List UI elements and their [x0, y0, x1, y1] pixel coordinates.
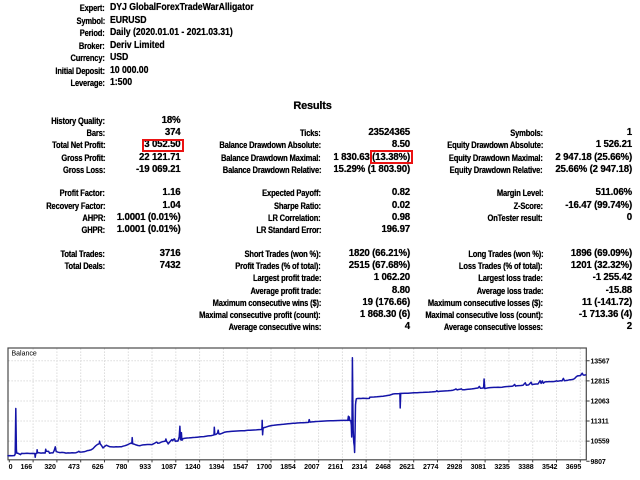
svg-text:Balance: Balance	[12, 351, 37, 358]
svg-text:320: 320	[44, 463, 56, 471]
svg-text:12063: 12063	[591, 398, 610, 405]
svg-text:9807: 9807	[591, 459, 606, 466]
svg-text:166: 166	[21, 463, 33, 471]
svg-text:626: 626	[92, 463, 104, 471]
svg-text:3542: 3542	[542, 463, 558, 471]
svg-text:3081: 3081	[471, 463, 487, 471]
svg-text:13567: 13567	[591, 358, 610, 365]
svg-text:1547: 1547	[233, 463, 249, 471]
svg-text:1854: 1854	[280, 463, 296, 471]
svg-text:10559: 10559	[591, 439, 610, 446]
svg-text:3235: 3235	[494, 463, 510, 471]
svg-text:2161: 2161	[328, 463, 344, 471]
svg-text:1700: 1700	[257, 463, 273, 471]
svg-text:1240: 1240	[185, 463, 201, 471]
svg-text:3388: 3388	[518, 463, 534, 471]
svg-text:2774: 2774	[423, 463, 439, 471]
svg-text:780: 780	[116, 463, 128, 471]
svg-text:933: 933	[139, 463, 151, 471]
svg-text:1394: 1394	[209, 463, 225, 471]
svg-text:11311: 11311	[591, 419, 609, 426]
svg-text:2314: 2314	[352, 463, 368, 471]
svg-text:2621: 2621	[399, 463, 415, 471]
svg-text:473: 473	[68, 463, 80, 471]
svg-text:2468: 2468	[375, 463, 391, 471]
svg-text:2007: 2007	[304, 463, 320, 471]
svg-text:12815: 12815	[591, 378, 610, 385]
svg-text:2928: 2928	[447, 463, 463, 471]
svg-text:0: 0	[9, 463, 13, 471]
svg-text:1087: 1087	[161, 463, 177, 471]
svg-text:3695: 3695	[566, 463, 582, 471]
